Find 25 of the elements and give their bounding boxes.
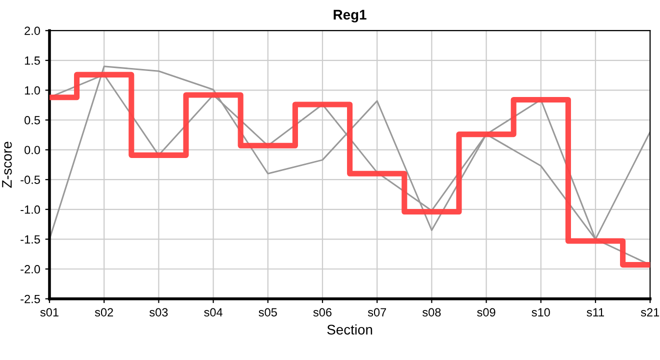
x-tick-label: s21 bbox=[640, 308, 660, 316]
x-tick-label: s04 bbox=[204, 308, 222, 316]
y-tick-label: -1.0 bbox=[20, 205, 40, 214]
x-tick-label: s07 bbox=[368, 308, 386, 316]
y-tick-label: 2.0 bbox=[24, 26, 40, 35]
x-tick-label: s02 bbox=[94, 308, 114, 316]
x-tick-label: s06 bbox=[313, 308, 332, 316]
y-tick-label: 0.0 bbox=[24, 146, 40, 154]
x-tick-label: s03 bbox=[150, 308, 168, 316]
y-tick-label: -1.5 bbox=[20, 235, 40, 244]
x-tick-label: s01 bbox=[40, 308, 58, 316]
x-axis-title: Section bbox=[327, 324, 372, 335]
x-tick-label: s08 bbox=[422, 308, 441, 316]
x-tick-label: s11 bbox=[586, 308, 604, 316]
x-tick-label: s09 bbox=[477, 308, 496, 316]
y-tick-label: 1.0 bbox=[24, 86, 40, 95]
y-tick-label: 1.5 bbox=[24, 56, 40, 65]
chart-title: Reg1 bbox=[334, 10, 366, 22]
x-tick-label: s10 bbox=[532, 308, 550, 316]
x-tick-label: s05 bbox=[258, 308, 277, 316]
y-axis-title: Z-score bbox=[2, 142, 12, 188]
y-tick-label: -2.0 bbox=[20, 265, 40, 274]
y-tick-label: 0.5 bbox=[24, 116, 40, 124]
y-tick-label: -0.5 bbox=[20, 176, 40, 184]
y-tick-label: -2.5 bbox=[20, 294, 40, 304]
